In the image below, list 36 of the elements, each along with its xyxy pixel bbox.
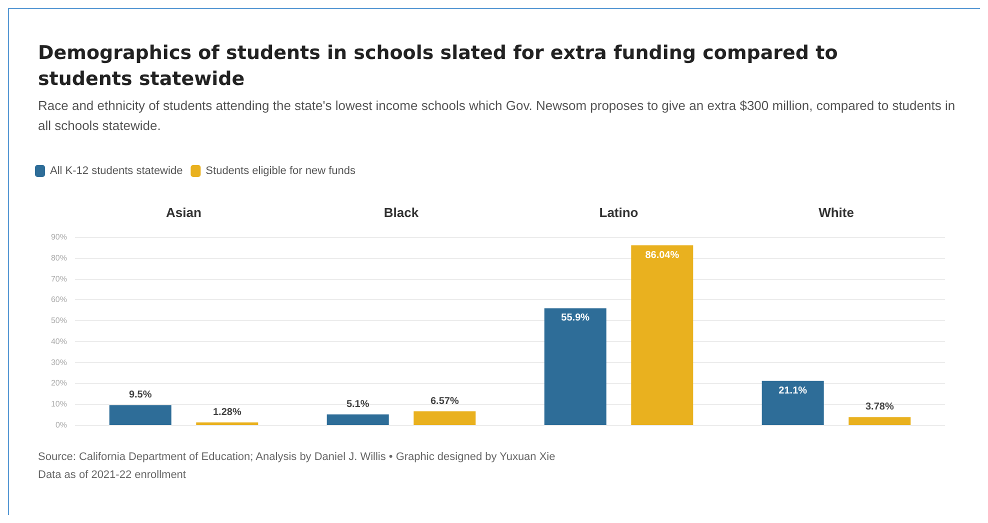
data-label: 55.9% [561, 312, 590, 324]
x-tick-label: Black [384, 205, 420, 220]
bar [762, 380, 824, 425]
chart-title: Demographics of students in schools slated for extra funding compared to students statewide [38, 41, 839, 92]
data-label: 1.28% [212, 406, 242, 418]
y-tick-label: 50% [50, 316, 67, 326]
data-label: 86.04% [645, 250, 680, 261]
y-tick-label: 40% [50, 336, 67, 346]
y-tick-label: 60% [50, 295, 67, 304]
source-note: Source: California Department of Education; Analysis by Daniel J. Willis • Graphic designed by Yuxuan Xie [38, 450, 556, 465]
chart-subtitle: Race and ethnicity of students attending the state's lowest income schools which Gov. Newsom proposes to give an extra $300 million, compared to students in all schools statewide. [38, 97, 956, 135]
x-tick-label: White [818, 205, 854, 220]
x-tick-label: Latino [599, 205, 638, 220]
bar [326, 414, 389, 425]
y-tick-label: 70% [50, 274, 67, 284]
legend-label: All K-12 students statewide [50, 165, 183, 177]
y-tick-label: 30% [50, 358, 67, 367]
y-tick-label: 90% [50, 232, 67, 242]
legend-label: Students eligible for new funds [206, 165, 356, 177]
bar [848, 417, 911, 425]
y-tick-label: 20% [50, 378, 67, 388]
y-tick-label: 10% [50, 400, 67, 409]
x-tick-label: Asian [166, 205, 202, 220]
y-tick-label: 80% [50, 253, 67, 262]
data-label: 21.1% [778, 385, 808, 396]
text: Data as of 2021-22 enrollment [38, 468, 187, 483]
data-label: 5.1% [346, 398, 370, 410]
data-label: 9.5% [128, 390, 152, 401]
bar [109, 405, 172, 425]
bar [631, 245, 694, 425]
bar [544, 308, 606, 425]
bar [414, 411, 476, 425]
data-label: 3.78% [865, 402, 894, 413]
y-tick-label: 0% [55, 420, 67, 430]
bar [196, 422, 258, 425]
data-label: 6.57% [430, 396, 459, 407]
